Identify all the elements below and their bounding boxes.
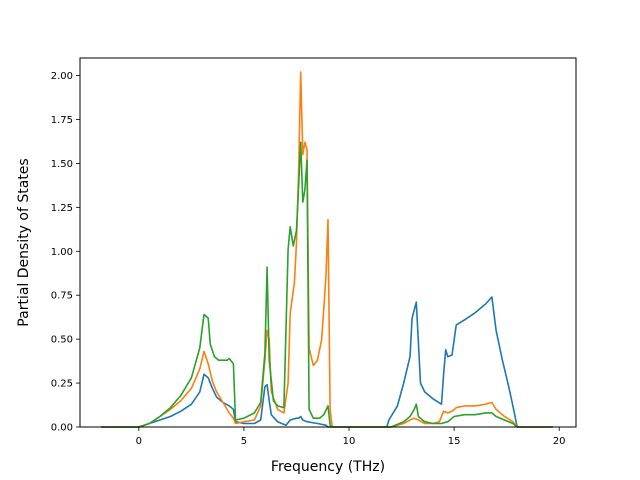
y-tick-label: 1.75 bbox=[51, 115, 73, 126]
x-tick-label: 20 bbox=[553, 436, 566, 447]
y-tick-label: 0.25 bbox=[51, 379, 73, 390]
y-tick-label: 1.00 bbox=[51, 247, 73, 258]
x-tick-label: 5 bbox=[241, 436, 247, 447]
y-axis-ticks: 0.00 0.25 0.50 0.75 1.00 1.25 1.50 1.75 2.00 bbox=[51, 71, 80, 434]
y-tick-label: 2.00 bbox=[51, 71, 73, 82]
y-tick-label: 0.75 bbox=[51, 291, 73, 302]
y-tick-label: 1.25 bbox=[51, 203, 73, 214]
series-line-3 bbox=[101, 141, 553, 428]
x-tick-label: 15 bbox=[448, 436, 461, 447]
y-tick-label: 1.50 bbox=[51, 159, 73, 170]
plot-frame bbox=[79, 57, 577, 428]
y-tick-label: 0.50 bbox=[51, 335, 73, 346]
x-tick-label: 0 bbox=[136, 436, 142, 447]
x-axis-ticks: 0 5 10 15 20 bbox=[136, 427, 566, 447]
series-line-2 bbox=[101, 71, 553, 428]
y-axis-label: Partial Density of States bbox=[16, 158, 32, 326]
y-tick-label: 0.00 bbox=[51, 423, 73, 434]
x-tick-label: 10 bbox=[343, 436, 356, 447]
series-line-1 bbox=[101, 296, 553, 428]
x-axis-label: Frequency (THz) bbox=[271, 459, 385, 475]
series-layer bbox=[101, 71, 553, 428]
